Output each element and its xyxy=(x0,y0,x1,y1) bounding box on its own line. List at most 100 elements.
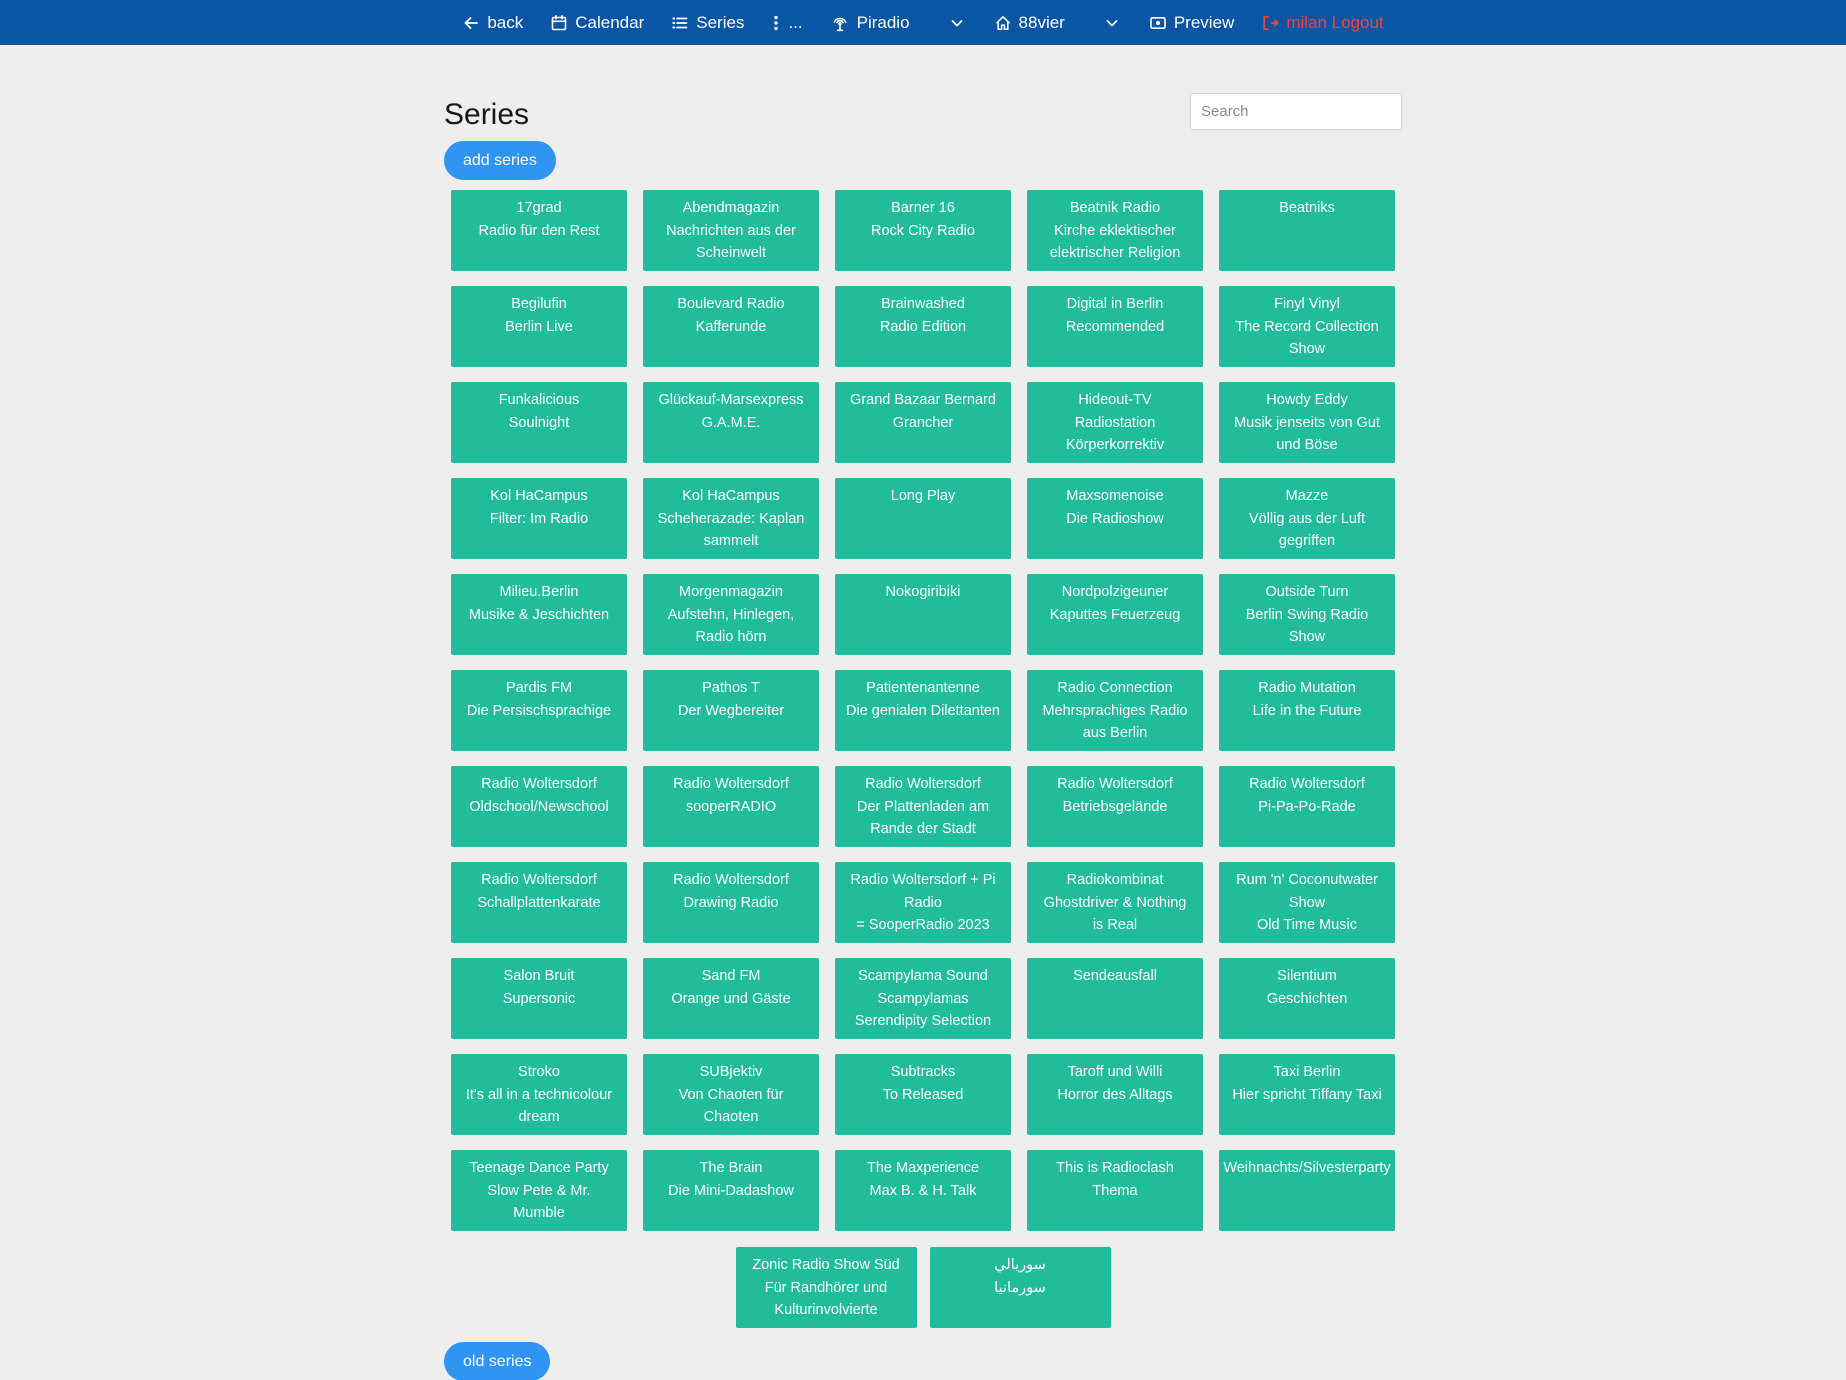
series-card[interactable]: Abendmagazin Nachrichten aus der Scheinwel… xyxy=(643,190,819,271)
add-series-button[interactable]: add series xyxy=(444,141,556,180)
series-card[interactable]: Finyl Vinyl The Record Collection Show xyxy=(1219,286,1395,367)
series-card[interactable]: Radio Connection Mehrsprachiges Radio aus … xyxy=(1027,670,1203,751)
series-card[interactable]: Zonic Radio Show Süd Für Randhörer und Kul… xyxy=(735,1247,917,1328)
series-card-line: Mazze xyxy=(1285,488,1329,504)
series-card[interactable]: Radio Woltersdorf Der Plattenladen am Rand… xyxy=(835,766,1011,847)
series-card-line: Radio Woltersdorf + Pi xyxy=(850,872,996,888)
series-card-line: Völlig aus der Luft xyxy=(1248,510,1366,527)
series-card[interactable]: Subtracks To Released xyxy=(835,1054,1011,1135)
series-card-line: Digital in Berlin xyxy=(1066,296,1164,312)
series-card[interactable]: Nokogiribiki xyxy=(835,574,1011,655)
series-card[interactable]: Howdy Eddy Musik jenseits von Gut und Böse xyxy=(1219,382,1395,463)
series-card-line: Outside Turn xyxy=(1265,584,1349,600)
series-card[interactable]: Digital in Berlin Recommended xyxy=(1027,286,1203,367)
series-card-line: Schallplattenkarate xyxy=(477,894,601,911)
series-card[interactable]: SUBjektiv Von Chaoten für Chaoten xyxy=(643,1054,819,1135)
series-card-line: Geschichten xyxy=(1266,990,1348,1007)
series-card[interactable]: Weihnachts/Silvesterparty xyxy=(1219,1150,1395,1231)
piradio-dropdown-toggle[interactable] xyxy=(949,15,965,31)
series-card-line: Radio Woltersdorf xyxy=(481,872,597,888)
series-card[interactable]: Kol HaCampus Filter: Im Radio xyxy=(451,478,627,559)
series-card[interactable]: The Brain Die Mini-Dadashow xyxy=(643,1150,819,1231)
series-card[interactable]: Outside Turn Berlin Swing Radio Show xyxy=(1219,574,1395,655)
series-card[interactable]: 17grad Radio für den Rest xyxy=(451,190,627,271)
series-card[interactable]: Taxi Berlin Hier spricht Tiffany Taxi xyxy=(1219,1054,1395,1135)
series-card-line: Stroko xyxy=(518,1064,560,1080)
kebab-menu-icon xyxy=(771,14,781,32)
nav-back[interactable]: back xyxy=(462,13,523,33)
series-card[interactable]: Funkalicious Soulnight xyxy=(451,382,627,463)
series-card[interactable]: Hideout-TV Radiostation Körperkorrektiv xyxy=(1027,382,1203,463)
series-grid: 17grad Radio für den Rest Abendmagazin Nach… xyxy=(451,190,1395,1231)
series-card[interactable]: Radio Woltersdorf Drawing Radio xyxy=(643,862,819,943)
series-card[interactable]: Nordpolzigeuner Kaputtes Feuerzeug xyxy=(1027,574,1203,655)
old-series-button[interactable]: old series xyxy=(444,1342,551,1380)
nav-logout[interactable]: milan Logout xyxy=(1261,13,1384,33)
series-card[interactable]: Sendeausfall xyxy=(1027,958,1203,1039)
series-card-line: Radio für den Rest xyxy=(478,222,600,239)
series-card[interactable]: Salon Bruit Supersonic xyxy=(451,958,627,1039)
series-card-line: Kaputtes Feuerzeug xyxy=(1049,606,1181,623)
series-card[interactable]: Teenage Dance Party Slow Pete & Mr. Mumble xyxy=(451,1150,627,1231)
series-card[interactable]: Maxsomenoise Die Radioshow xyxy=(1027,478,1203,559)
series-card[interactable]: Morgenmagazin Aufstehn, Hinlegen, Radio hö… xyxy=(643,574,819,655)
search-input[interactable] xyxy=(1190,93,1402,130)
series-card[interactable]: Brainwashed Radio Edition xyxy=(835,286,1011,367)
nav-piradio[interactable]: Piradio xyxy=(830,13,910,33)
broadcast-icon xyxy=(830,14,850,32)
series-card-line: Nokogiribiki xyxy=(885,584,961,600)
series-card[interactable]: Stroko It's all in a technicolour dream xyxy=(451,1054,627,1135)
series-card[interactable]: Radio Woltersdorf sooperRADIO xyxy=(643,766,819,847)
series-card-line: Die genialen Dilettanten xyxy=(846,702,1000,719)
station-dropdown-toggle[interactable] xyxy=(1104,15,1120,31)
series-card[interactable]: سوريالي سورمانيا xyxy=(929,1247,1111,1328)
nav-more[interactable]: ... xyxy=(771,13,803,33)
nav-preview[interactable]: Preview xyxy=(1149,13,1234,33)
nav-series[interactable]: Series xyxy=(671,13,744,33)
series-card[interactable]: Scampylama Sound Scampylamas Serendipity S… xyxy=(835,958,1011,1039)
series-card[interactable]: Silentium Geschichten xyxy=(1219,958,1395,1039)
series-card[interactable]: Kol HaCampus Scheherazade: Kaplan sammelt xyxy=(643,478,819,559)
series-card[interactable]: Long Play xyxy=(835,478,1011,559)
series-card-line: It's all in a technicolour xyxy=(465,1086,613,1103)
series-card-line: Radio Mutation xyxy=(1258,680,1356,696)
series-card[interactable]: Grand Bazaar Bernard Grancher xyxy=(835,382,1011,463)
list-icon xyxy=(671,14,689,32)
series-card[interactable]: Pardis FM Die Persischsprachige xyxy=(451,670,627,751)
series-card-line: Rum 'n' Coconutwater xyxy=(1236,872,1378,888)
series-card-line: Radio Woltersdorf xyxy=(673,872,789,888)
series-card-line: und Böse xyxy=(1276,437,1338,453)
series-card[interactable]: This is Radioclash Thema xyxy=(1027,1150,1203,1231)
series-card[interactable]: Taroff und Willi Horror des Alltags xyxy=(1027,1054,1203,1135)
series-card-line: Radio Woltersdorf xyxy=(1057,776,1173,792)
series-card[interactable]: Radiokombinat Ghostdriver & Nothing is Rea… xyxy=(1027,862,1203,943)
series-card[interactable]: Beatnik Radio Kirche eklektischer elektris… xyxy=(1027,190,1203,271)
series-card[interactable]: Radio Woltersdorf Oldschool/Newschool xyxy=(451,766,627,847)
series-card-line: Ghostdriver & Nothing xyxy=(1043,894,1187,911)
series-card[interactable]: Boulevard Radio Kafferunde xyxy=(643,286,819,367)
nav-calendar[interactable]: Calendar xyxy=(550,13,644,33)
series-card[interactable]: Rum 'n' Coconutwater Show Old Time Music xyxy=(1219,862,1395,943)
series-card-line: Die Mini-Dadashow xyxy=(668,1182,794,1199)
series-card-line: Subtracks xyxy=(890,1064,956,1080)
series-card[interactable]: Radio Woltersdorf + Pi Radio = SooperRadio… xyxy=(835,862,1011,943)
series-card[interactable]: Sand FM Orange und Gäste xyxy=(643,958,819,1039)
series-card[interactable]: Radio Woltersdorf Betriebsgelände xyxy=(1027,766,1203,847)
series-card[interactable]: Glückauf-Marsexpress G.A.M.E. xyxy=(643,382,819,463)
series-card[interactable]: Radio Woltersdorf Pi-Pa-Po-Rade xyxy=(1219,766,1395,847)
series-card[interactable]: The Maxperience Max B. & H. Talk xyxy=(835,1150,1011,1231)
series-card[interactable]: Barner 16 Rock City Radio xyxy=(835,190,1011,271)
series-card-line: This is Radioclash xyxy=(1056,1160,1174,1176)
series-card[interactable]: Beatniks xyxy=(1219,190,1395,271)
series-card[interactable]: Begilufin Berlin Live xyxy=(451,286,627,367)
nav-station[interactable]: 88vier xyxy=(994,13,1065,33)
series-card[interactable]: Radio Mutation Life in the Future xyxy=(1219,670,1395,751)
series-card[interactable]: Mazze Völlig aus der Luft gegriffen xyxy=(1219,478,1395,559)
series-card[interactable]: Milieu.Berlin Musike & Jeschichten xyxy=(451,574,627,655)
chevron-down-icon xyxy=(1104,15,1120,31)
series-card[interactable]: Patientenantenne Die genialen Dilettanten xyxy=(835,670,1011,751)
arrow-left-icon xyxy=(462,14,480,32)
series-card-line: Boulevard Radio xyxy=(677,296,785,312)
series-card[interactable]: Radio Woltersdorf Schallplattenkarate xyxy=(451,862,627,943)
series-card[interactable]: Pathos T Der Wegbereiter xyxy=(643,670,819,751)
